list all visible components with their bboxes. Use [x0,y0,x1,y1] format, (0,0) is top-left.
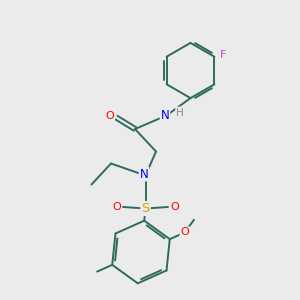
Text: S: S [141,202,150,215]
Text: O: O [112,202,121,212]
Text: H: H [176,107,184,118]
Text: O: O [105,111,114,121]
Text: F: F [220,50,226,60]
Text: O: O [170,202,179,212]
Text: N: N [160,109,169,122]
Text: N: N [140,167,148,181]
Text: O: O [180,227,189,237]
